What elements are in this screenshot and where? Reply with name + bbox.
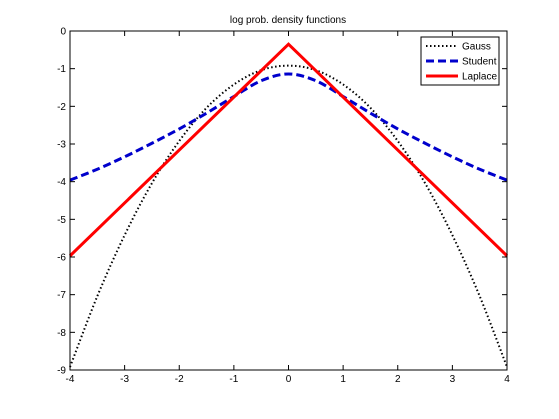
series-line-gauss — [69, 64, 508, 368]
y-tick-label: -7 — [57, 290, 66, 301]
legend-label-gauss: Gauss — [462, 42, 491, 53]
y-tick-label: -9 — [57, 366, 66, 377]
plot-series-group — [68, 42, 509, 368]
y-tick-label: -5 — [57, 215, 66, 226]
y-tick-label: -4 — [57, 177, 66, 188]
y-tick-label: -3 — [57, 140, 66, 151]
x-tick-label: -4 — [66, 374, 75, 385]
x-tick-label: 0 — [286, 374, 292, 385]
legend: Gauss Student Laplace — [420, 36, 500, 86]
series-line-laplace — [68, 42, 509, 257]
y-tick-label: -6 — [57, 253, 66, 264]
y-tick-label: 0 — [60, 27, 66, 38]
y-tick-label: -2 — [57, 102, 66, 113]
x-tick-label: -2 — [175, 374, 184, 385]
x-tick-label: 4 — [504, 374, 510, 385]
series-line-student — [69, 72, 508, 182]
y-tick-label: -8 — [57, 328, 66, 339]
x-tick-label: -3 — [120, 374, 129, 385]
x-tick-label: -1 — [229, 374, 238, 385]
x-tick-label: 2 — [395, 374, 401, 385]
chart-title: log prob. density functions — [230, 15, 346, 26]
legend-label-student: Student — [462, 57, 497, 68]
legend-label-laplace: Laplace — [462, 72, 497, 83]
y-tick-label: -1 — [57, 64, 66, 75]
x-tick-label: 3 — [450, 374, 456, 385]
axes-group: -4 -3 -2 -1 0 1 2 3 4 -9 -8 -7 -6 -5 -4 -3 -2 -1 0 — [57, 27, 510, 386]
x-tick-label: 1 — [340, 374, 346, 385]
